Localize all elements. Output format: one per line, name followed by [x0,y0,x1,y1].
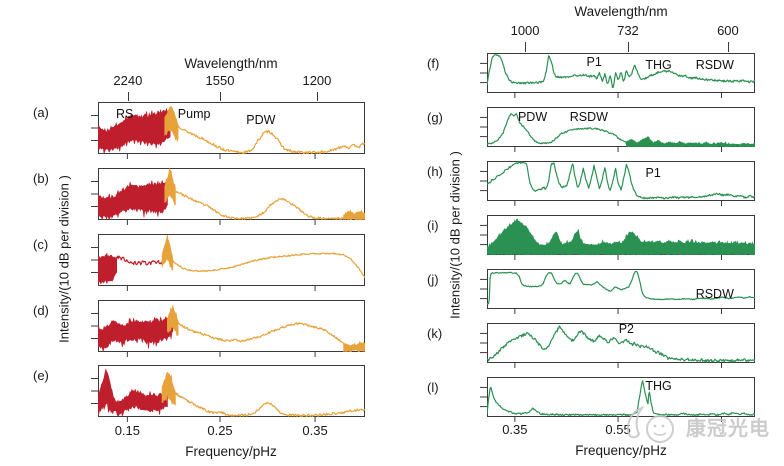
panel-tag-c: (c) [33,237,49,252]
panel-tag-j: (j) [427,272,439,287]
wavelength-tick-label-right-1: 732 [617,23,639,38]
spectrum-plot-e [91,365,365,422]
spectrum-plot-g [480,107,755,152]
spectrum-panel-h [478,161,758,208]
frequency-tick-label-left-1: 0.25 [207,423,233,438]
spectrum-panel-a [89,102,368,161]
panel-tag-i: (i) [427,218,439,233]
spectrum-panel-d [89,300,368,359]
spectrum-plot-l [480,377,755,422]
spectrum-plot-h [480,161,755,206]
spectrum-plot-f [480,53,755,98]
panel-tag-k: (k) [427,326,443,341]
panel-tag-g: (g) [427,110,443,125]
panel-tag-a: (a) [33,105,49,120]
watermark-logo-icon [627,406,674,443]
watermark-text: 康冠光电 [686,417,770,440]
wavelength-tick-label-left-1: 1550 [205,73,235,88]
wavelength-tick-mark-left-1 [220,92,222,101]
frequency-tick-label-right-0: 0.35 [502,422,528,437]
wavelength-tick-label-right-2: 600 [717,23,739,38]
spectrum-plot-j [480,269,755,314]
spectrum-panel-j [478,269,758,316]
spectrum-panel-f [478,53,758,100]
right-wavelength-axis-title: Wavelength/nm [574,4,668,19]
spectrum-panel-k [478,323,758,370]
left-y-axis-label: Intensity/(10 dB per division ) [56,175,72,343]
panel-tag-f: (f) [427,56,440,71]
wavelength-tick-mark-right-1 [627,42,629,52]
frequency-tick-label-left-0: 0.15 [114,423,141,438]
left-wavelength-axis-title: Wavelength/nm [184,56,278,71]
wavelength-tick-mark-left-2 [316,92,318,101]
frequency-tick-label-left-2: 0.35 [302,423,328,438]
wavelength-tick-mark-left-0 [127,92,129,101]
spectrum-panel-b [89,168,368,227]
right-frequency-axis-title: Frequency/pHz [575,443,667,458]
panel-tag-b: (b) [33,171,49,186]
spectrum-plot-k [480,323,755,368]
left-frequency-axis-title: Frequency/pHz [185,444,277,459]
spectrum-plot-a [91,102,365,159]
right-y-axis-label: Intensity/(10 dB per division ) [447,151,463,319]
wavelength-tick-mark-right-0 [525,42,527,52]
panel-tag-h: (h) [427,164,443,179]
panel-tag-l: (l) [427,380,439,395]
wavelength-tick-label-left-0: 2240 [113,73,143,88]
spectrum-panel-c [89,234,368,293]
wavelength-tick-label-right-0: 1000 [510,23,540,38]
panel-tag-d: (d) [33,303,49,318]
panel-tag-e: (e) [33,368,49,383]
spectrum-plot-d [91,300,365,357]
spectrum-panel-l [478,377,758,424]
spectrum-panel-g [478,107,758,154]
watermark: 康冠光电 [622,404,770,448]
spectrum-plot-i [480,215,755,260]
spectrum-panel-e [89,365,368,424]
spectrum-plot-c [91,234,365,291]
spectrum-panel-i [478,215,758,262]
frequency-tick-label-right-1: 0.55 [605,422,631,437]
spectrum-plot-b [91,168,365,225]
wavelength-tick-mark-right-2 [727,42,729,52]
wavelength-tick-label-left-2: 1200 [302,73,332,88]
